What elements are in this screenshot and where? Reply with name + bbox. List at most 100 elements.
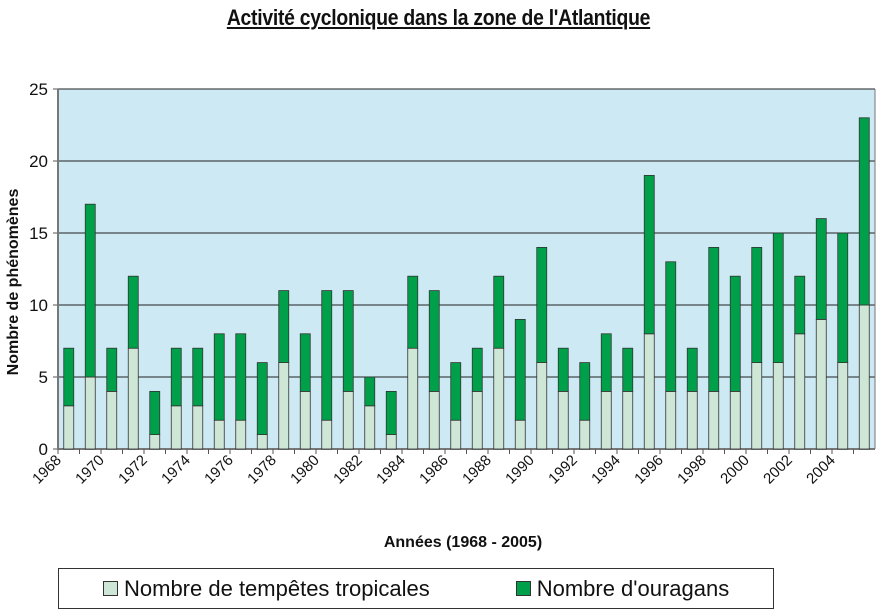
- legend-item-tempetes: Nombre de tempêtes tropicales: [103, 576, 430, 602]
- bar-ouragans: [299, 333, 311, 392]
- bar-tempetes: [106, 390, 118, 450]
- bar-ouragans: [342, 290, 354, 392]
- bar-ouragans: [622, 347, 634, 392]
- bar-tempetes: [299, 390, 311, 450]
- bar-ouragans: [385, 390, 397, 435]
- bar-tempetes: [84, 376, 96, 450]
- bar-ouragans: [213, 333, 225, 421]
- bar-tempetes: [514, 419, 526, 450]
- bar-ouragans: [557, 347, 569, 392]
- x-tick-label: 2002: [760, 452, 796, 488]
- bar-tempetes: [364, 405, 376, 450]
- bar-ouragans: [579, 362, 591, 421]
- bar-ouragans: [364, 376, 376, 407]
- bar-tempetes: [536, 362, 548, 450]
- bar-ouragans: [235, 333, 247, 421]
- bar-tempetes: [579, 419, 591, 450]
- bar-tempetes: [772, 362, 784, 450]
- bar-tempetes: [493, 347, 505, 450]
- bar-ouragans: [106, 347, 118, 392]
- bar-ouragans: [858, 117, 870, 306]
- bar-tempetes: [815, 318, 827, 450]
- x-axis-title: Années (1968 - 2005): [384, 534, 542, 551]
- x-tick-label: 1998: [674, 452, 710, 488]
- x-tick-label: 1970: [72, 452, 108, 488]
- x-tick-label: 1994: [588, 452, 624, 488]
- bar-ouragans: [321, 290, 333, 421]
- bar-ouragans: [665, 261, 677, 392]
- bar-ouragans: [751, 246, 763, 363]
- bar-tempetes: [428, 390, 440, 450]
- x-tick-label: 1990: [502, 452, 538, 488]
- bar-tempetes: [643, 333, 655, 450]
- x-tick-label: 1986: [416, 452, 452, 488]
- bar-tempetes: [557, 390, 569, 450]
- bar-ouragans: [837, 232, 849, 364]
- legend-label-ouragans: Nombre d'ouragans: [536, 575, 730, 601]
- x-tick-label: 1968: [29, 452, 65, 488]
- x-tick-label: 1978: [244, 452, 280, 488]
- bar-ouragans: [772, 232, 784, 364]
- x-tick-label: 1982: [330, 452, 366, 488]
- bar-tempetes: [622, 390, 634, 450]
- x-tick-label: 1980: [287, 452, 323, 488]
- x-tick-label: 1972: [115, 452, 151, 488]
- bar-ouragans: [815, 218, 827, 320]
- bar-ouragans: [514, 318, 526, 421]
- bar-tempetes: [170, 405, 182, 450]
- bar-ouragans: [643, 174, 655, 335]
- bar-tempetes: [256, 434, 268, 450]
- chart-title: Activité cyclonique dans la zone de l'At…: [226, 5, 651, 30]
- bar-tempetes: [471, 390, 483, 450]
- y-tick-label: 10: [29, 296, 48, 315]
- bar-ouragans: [192, 347, 204, 407]
- legend-label-tempetes: Nombre de tempêtes tropicales: [124, 575, 430, 601]
- bar-ouragans: [63, 347, 75, 407]
- y-tick-label: 15: [29, 224, 48, 243]
- bar-ouragans: [600, 333, 612, 392]
- bar-tempetes: [213, 419, 225, 450]
- bar-tempetes: [385, 434, 397, 450]
- bar-ouragans: [170, 347, 182, 407]
- bar-ouragans: [450, 362, 462, 421]
- bar-ouragans: [471, 347, 483, 392]
- bar-tempetes: [794, 333, 806, 450]
- bar-ouragans: [794, 275, 806, 335]
- bar-ouragans: [729, 275, 741, 392]
- bar-tempetes: [278, 362, 290, 450]
- bar-ouragans: [536, 246, 548, 363]
- bar-ouragans: [428, 290, 440, 392]
- bar-tempetes: [192, 405, 204, 450]
- bar-tempetes: [63, 405, 75, 450]
- bar-tempetes: [235, 419, 247, 450]
- bar-tempetes: [149, 434, 161, 450]
- x-tick-label: 1996: [631, 452, 667, 488]
- bar-ouragans: [708, 246, 720, 392]
- bar-tempetes: [450, 419, 462, 450]
- bar-tempetes: [708, 390, 720, 450]
- legend: Nombre de tempêtes tropicales Nombre d'o…: [58, 568, 774, 609]
- bar-ouragans: [686, 347, 698, 392]
- bar-tempetes: [729, 390, 741, 450]
- bar-ouragans: [278, 290, 290, 364]
- bar-ouragans: [127, 275, 139, 349]
- y-tick-label: 20: [29, 152, 48, 171]
- bar-ouragans: [256, 362, 268, 436]
- x-tick-label: 1988: [459, 452, 495, 488]
- y-tick-label: 5: [39, 368, 48, 387]
- bar-tempetes: [665, 390, 677, 450]
- x-tick-label: 1992: [545, 452, 581, 488]
- x-tick-label: 1974: [158, 452, 194, 488]
- bar-tempetes: [858, 304, 870, 450]
- x-tick-label: 1976: [201, 452, 237, 488]
- bar-tempetes: [321, 419, 333, 450]
- y-tick-label: 0: [39, 440, 48, 459]
- bar-tempetes: [342, 390, 354, 450]
- bar-tempetes: [127, 347, 139, 450]
- bar-ouragans: [493, 275, 505, 349]
- x-tick-label: 2000: [717, 452, 753, 488]
- bar-ouragans: [84, 203, 96, 378]
- bar-ouragans: [149, 390, 161, 435]
- legend-swatch-ouragans: [515, 581, 531, 596]
